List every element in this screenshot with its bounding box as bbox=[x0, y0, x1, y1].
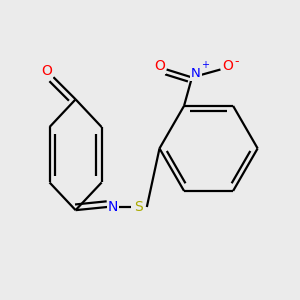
Text: O: O bbox=[222, 59, 233, 73]
Text: S: S bbox=[134, 200, 143, 214]
Text: +: + bbox=[201, 60, 209, 70]
Text: -: - bbox=[235, 55, 239, 68]
Text: O: O bbox=[41, 64, 52, 79]
Text: O: O bbox=[154, 59, 165, 73]
Text: N: N bbox=[108, 200, 118, 214]
Text: N: N bbox=[191, 67, 201, 80]
